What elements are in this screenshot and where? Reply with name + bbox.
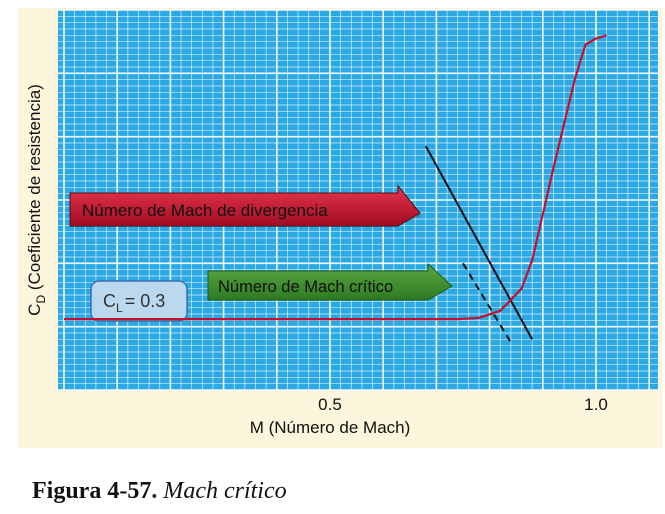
caption-label: Figura 4-57. <box>32 478 158 504</box>
cl-label-main: C <box>103 291 116 311</box>
x-tick-label: 1.0 <box>584 395 608 414</box>
critical-banner-shape <box>207 262 453 301</box>
figure-caption: Figura 4-57. Mach crítico <box>32 478 287 505</box>
x-tick-labels: 0.5 1.0 <box>318 395 608 414</box>
drag-curve-layer <box>64 34 607 321</box>
divergence-mach-line <box>424 145 534 340</box>
y-axis-label-sub: D <box>34 295 48 304</box>
critical-banner: Número de Mach crítico <box>207 262 453 301</box>
critical-label: Número de Mach crítico <box>218 278 393 296</box>
drag-curve <box>64 34 607 321</box>
cl-label-rest: = 0.3 <box>125 291 166 311</box>
mach-chart: CD (Coeficiente de resistencia) 0.5 1.0 M… <box>18 8 663 448</box>
tangent-lines <box>424 145 534 344</box>
cl-box-shape <box>90 280 188 322</box>
cl-box: CL = 0.3 <box>90 280 188 322</box>
caption-text: Mach crítico <box>163 478 287 504</box>
critical-mach-line <box>462 262 512 344</box>
divergence-banner-shape <box>69 184 421 227</box>
y-axis-label-rest: (Coeficiente de resistencia) <box>25 84 44 295</box>
divergence-label: Número de Mach de divergencia <box>82 201 328 220</box>
y-axis-label: CD (Coeficiente de resistencia) <box>25 84 48 316</box>
cl-label-sub: L <box>116 301 123 315</box>
x-axis-label: M (Número de Mach) <box>250 418 411 437</box>
cl-label: CL = 0.3 <box>103 291 165 315</box>
x-tick-label: 0.5 <box>318 395 342 414</box>
y-axis-label-main: C <box>25 304 44 316</box>
divergence-banner: Número de Mach de divergencia <box>69 184 421 227</box>
